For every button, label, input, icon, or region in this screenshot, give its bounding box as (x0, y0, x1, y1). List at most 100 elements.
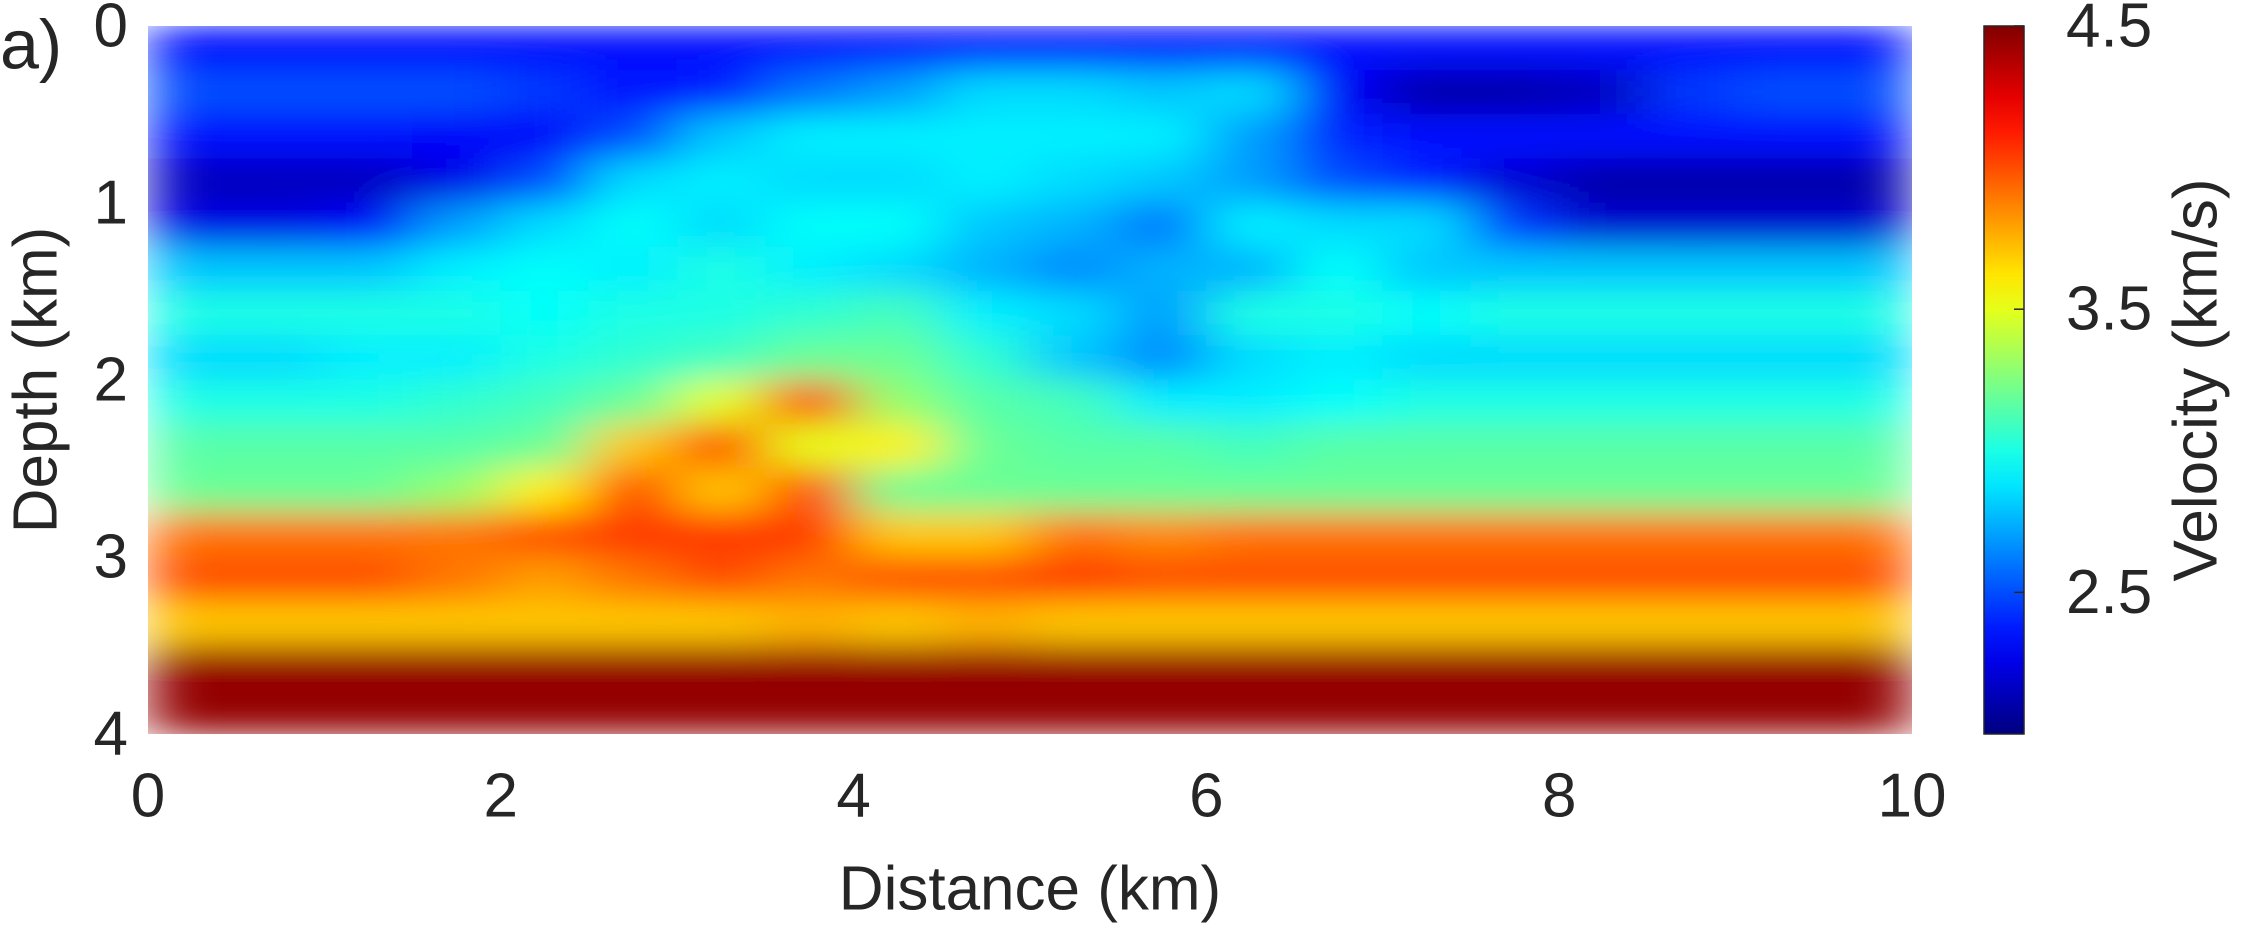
heat-cell (1735, 246, 1825, 292)
heat-cell (235, 291, 325, 337)
heat-cell (148, 689, 237, 734)
heat-cell (676, 556, 766, 602)
heat-cell (1558, 512, 1648, 558)
heat-cell (941, 512, 1031, 558)
heat-cell (1558, 645, 1648, 691)
heat-cell (1470, 26, 1560, 71)
heat-cell (1558, 335, 1648, 381)
heat-cell (1205, 69, 1296, 115)
heat-cell (500, 600, 590, 646)
heat-cell (500, 556, 590, 602)
heat-cell (941, 379, 1031, 425)
heat-cell (412, 335, 502, 381)
heat-cell (148, 158, 237, 204)
heat-cell (235, 158, 325, 204)
y-tick-label: 1 (94, 168, 128, 237)
heat-cell (853, 158, 943, 204)
heat-cell (323, 468, 414, 514)
heat-cell (853, 202, 943, 248)
heat-cell (1470, 114, 1560, 160)
heat-cell (1823, 69, 1912, 115)
heat-cell (853, 114, 943, 160)
heat-cell (1117, 114, 1207, 160)
heat-cell (235, 468, 325, 514)
heat-cell (323, 423, 414, 469)
heat-cell (1382, 379, 1472, 425)
heat-cell (588, 379, 678, 425)
heat-cell (1205, 645, 1296, 691)
heat-cell (412, 512, 502, 558)
heat-cell (764, 689, 855, 734)
heat-cell (1823, 291, 1912, 337)
heat-cell (1029, 246, 1119, 292)
heat-cell (1382, 689, 1472, 734)
heat-cell (235, 689, 325, 734)
heat-cell (1382, 468, 1472, 514)
heat-cell (1382, 114, 1472, 160)
heat-cell (1646, 291, 1737, 337)
heat-cell (941, 26, 1031, 71)
heat-cell (1646, 556, 1737, 602)
heat-cell (588, 202, 678, 248)
heat-cell (1735, 335, 1825, 381)
heat-cell (1823, 423, 1912, 469)
heat-cell (148, 512, 237, 558)
heat-cell (323, 379, 414, 425)
heat-cell (853, 689, 943, 734)
heat-cell (1735, 379, 1825, 425)
heat-cell (853, 291, 943, 337)
heat-cell (1823, 468, 1912, 514)
heat-cell (1823, 158, 1912, 204)
heat-cell (764, 69, 855, 115)
heat-cell (676, 335, 766, 381)
heat-cell (1735, 26, 1825, 71)
heat-cell (1294, 202, 1384, 248)
heatmap (148, 26, 1912, 734)
heat-cell (588, 556, 678, 602)
heat-cell (1558, 379, 1648, 425)
heat-cell (1558, 158, 1648, 204)
heat-cell (1823, 689, 1912, 734)
heat-cell (588, 69, 678, 115)
heat-cell (676, 158, 766, 204)
heat-cell (764, 468, 855, 514)
heat-cell (1823, 645, 1912, 691)
heat-cell (412, 468, 502, 514)
heat-cell (1382, 423, 1472, 469)
heat-cell (500, 202, 590, 248)
heat-cell (1029, 69, 1119, 115)
heat-cell (1735, 423, 1825, 469)
heat-cell (235, 246, 325, 292)
heat-cell (1117, 556, 1207, 602)
heat-cell (1823, 202, 1912, 248)
heat-cell (1646, 114, 1737, 160)
heat-cell (1470, 202, 1560, 248)
heat-cell (1117, 423, 1207, 469)
heat-cell (588, 114, 678, 160)
heat-cell (1117, 26, 1207, 71)
heat-cell (1117, 468, 1207, 514)
heat-cell (588, 645, 678, 691)
heat-cell (1029, 114, 1119, 160)
heat-cell (1294, 291, 1384, 337)
heat-cell (1558, 291, 1648, 337)
heat-cell (148, 423, 237, 469)
heat-cell (1470, 645, 1560, 691)
heat-cell (1382, 246, 1472, 292)
heat-cell (1117, 69, 1207, 115)
heat-cell (1382, 291, 1472, 337)
heat-cell (148, 468, 237, 514)
heat-cell (500, 645, 590, 691)
heat-cell (1646, 246, 1737, 292)
heat-cell (1646, 26, 1737, 71)
y-tick-label: 4 (94, 699, 128, 768)
heat-cell (1029, 158, 1119, 204)
heat-cell (500, 335, 590, 381)
heat-cell (500, 114, 590, 160)
heat-cell (1294, 512, 1384, 558)
heat-cell (235, 202, 325, 248)
heat-cell (1382, 158, 1472, 204)
heat-cell (148, 69, 237, 115)
heat-cell (1735, 158, 1825, 204)
heat-cell (676, 512, 766, 558)
